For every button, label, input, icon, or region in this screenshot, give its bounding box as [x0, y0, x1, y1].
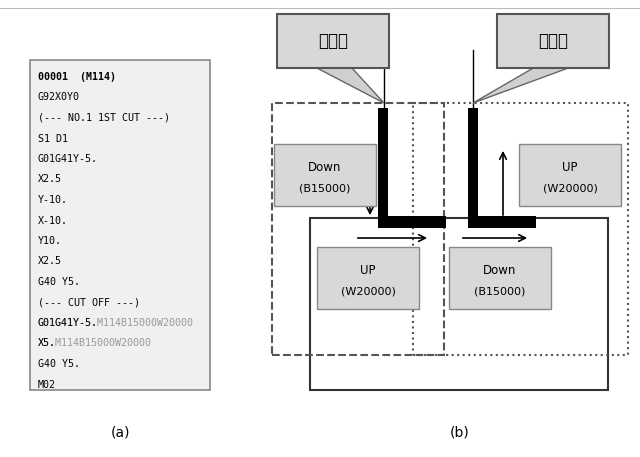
Text: (b): (b): [450, 425, 470, 439]
Text: (B15000): (B15000): [474, 286, 525, 296]
Text: UP: UP: [360, 264, 376, 276]
Text: Y-10.: Y-10.: [38, 195, 68, 205]
Text: Y10.: Y10.: [38, 236, 62, 246]
Text: (W20000): (W20000): [543, 183, 597, 193]
Bar: [413, 103, 628, 355]
Text: G01G41Y-5.M114B15000W20000: G01G41Y-5.M114B15000W20000: [38, 318, 194, 328]
FancyBboxPatch shape: [277, 14, 389, 68]
Text: Down: Down: [308, 161, 342, 174]
Text: (B15000): (B15000): [300, 183, 351, 193]
Text: 00001  (M114): 00001 (M114): [38, 72, 116, 82]
FancyBboxPatch shape: [519, 144, 621, 206]
Text: G40 Y5.: G40 Y5.: [38, 359, 80, 369]
Polygon shape: [473, 67, 571, 103]
FancyBboxPatch shape: [274, 144, 376, 206]
Bar: [272, 103, 444, 355]
Text: (--- NO.1 1ST CUT ---): (--- NO.1 1ST CUT ---): [38, 113, 170, 123]
Text: (a): (a): [110, 425, 130, 439]
Text: X5.M114B15000W20000: X5.M114B15000W20000: [38, 339, 152, 349]
Bar: [378, 108, 388, 225]
Text: X-10.: X-10.: [38, 216, 68, 225]
Text: (W20000): (W20000): [340, 286, 396, 296]
Text: 進入部: 進入部: [318, 32, 348, 50]
Bar: [468, 216, 536, 228]
Text: UP: UP: [563, 161, 578, 174]
Text: X5.: X5.: [38, 339, 56, 349]
FancyBboxPatch shape: [497, 14, 609, 68]
Text: G92X0Y0: G92X0Y0: [38, 92, 80, 102]
Bar: [30, 60, 210, 390]
Text: G01G41Y-5.: G01G41Y-5.: [38, 154, 98, 164]
FancyBboxPatch shape: [317, 247, 419, 309]
Text: (--- CUT OFF ---): (--- CUT OFF ---): [38, 298, 140, 308]
Bar: [310, 218, 608, 390]
Polygon shape: [315, 67, 384, 103]
Text: X2.5: X2.5: [38, 256, 62, 266]
Text: 退避部: 退避部: [538, 32, 568, 50]
Bar: [378, 216, 446, 228]
Text: G01G41Y-5.: G01G41Y-5.: [38, 318, 98, 328]
Text: G40 Y5.: G40 Y5.: [38, 277, 80, 287]
Bar: [468, 108, 478, 225]
Text: X2.5: X2.5: [38, 175, 62, 185]
FancyBboxPatch shape: [449, 247, 551, 309]
Text: M02: M02: [38, 379, 56, 389]
Text: Down: Down: [483, 264, 516, 276]
Text: S1 D1: S1 D1: [38, 133, 68, 143]
